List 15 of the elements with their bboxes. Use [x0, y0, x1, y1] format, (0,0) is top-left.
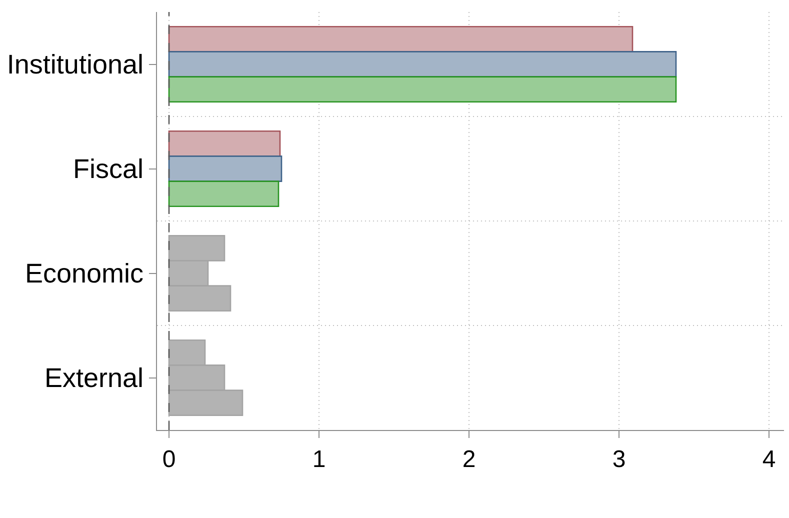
x-tick-label: 2 [462, 446, 476, 473]
bar [168, 26, 634, 52]
x-tick-label: 4 [762, 446, 776, 473]
bar [168, 156, 282, 182]
y-tick-label: External [44, 363, 144, 394]
bar [168, 180, 280, 208]
bar [168, 130, 281, 157]
y-tick-label: Economic [24, 258, 144, 289]
x-tick-label: 1 [312, 446, 326, 473]
y-tick-label: Fiscal [72, 154, 144, 184]
y-tick-label: Institutional [6, 50, 144, 80]
bar [168, 76, 677, 103]
x-tick-label: 3 [612, 446, 626, 473]
x-tick-label: 0 [162, 446, 176, 473]
bar [168, 51, 677, 78]
